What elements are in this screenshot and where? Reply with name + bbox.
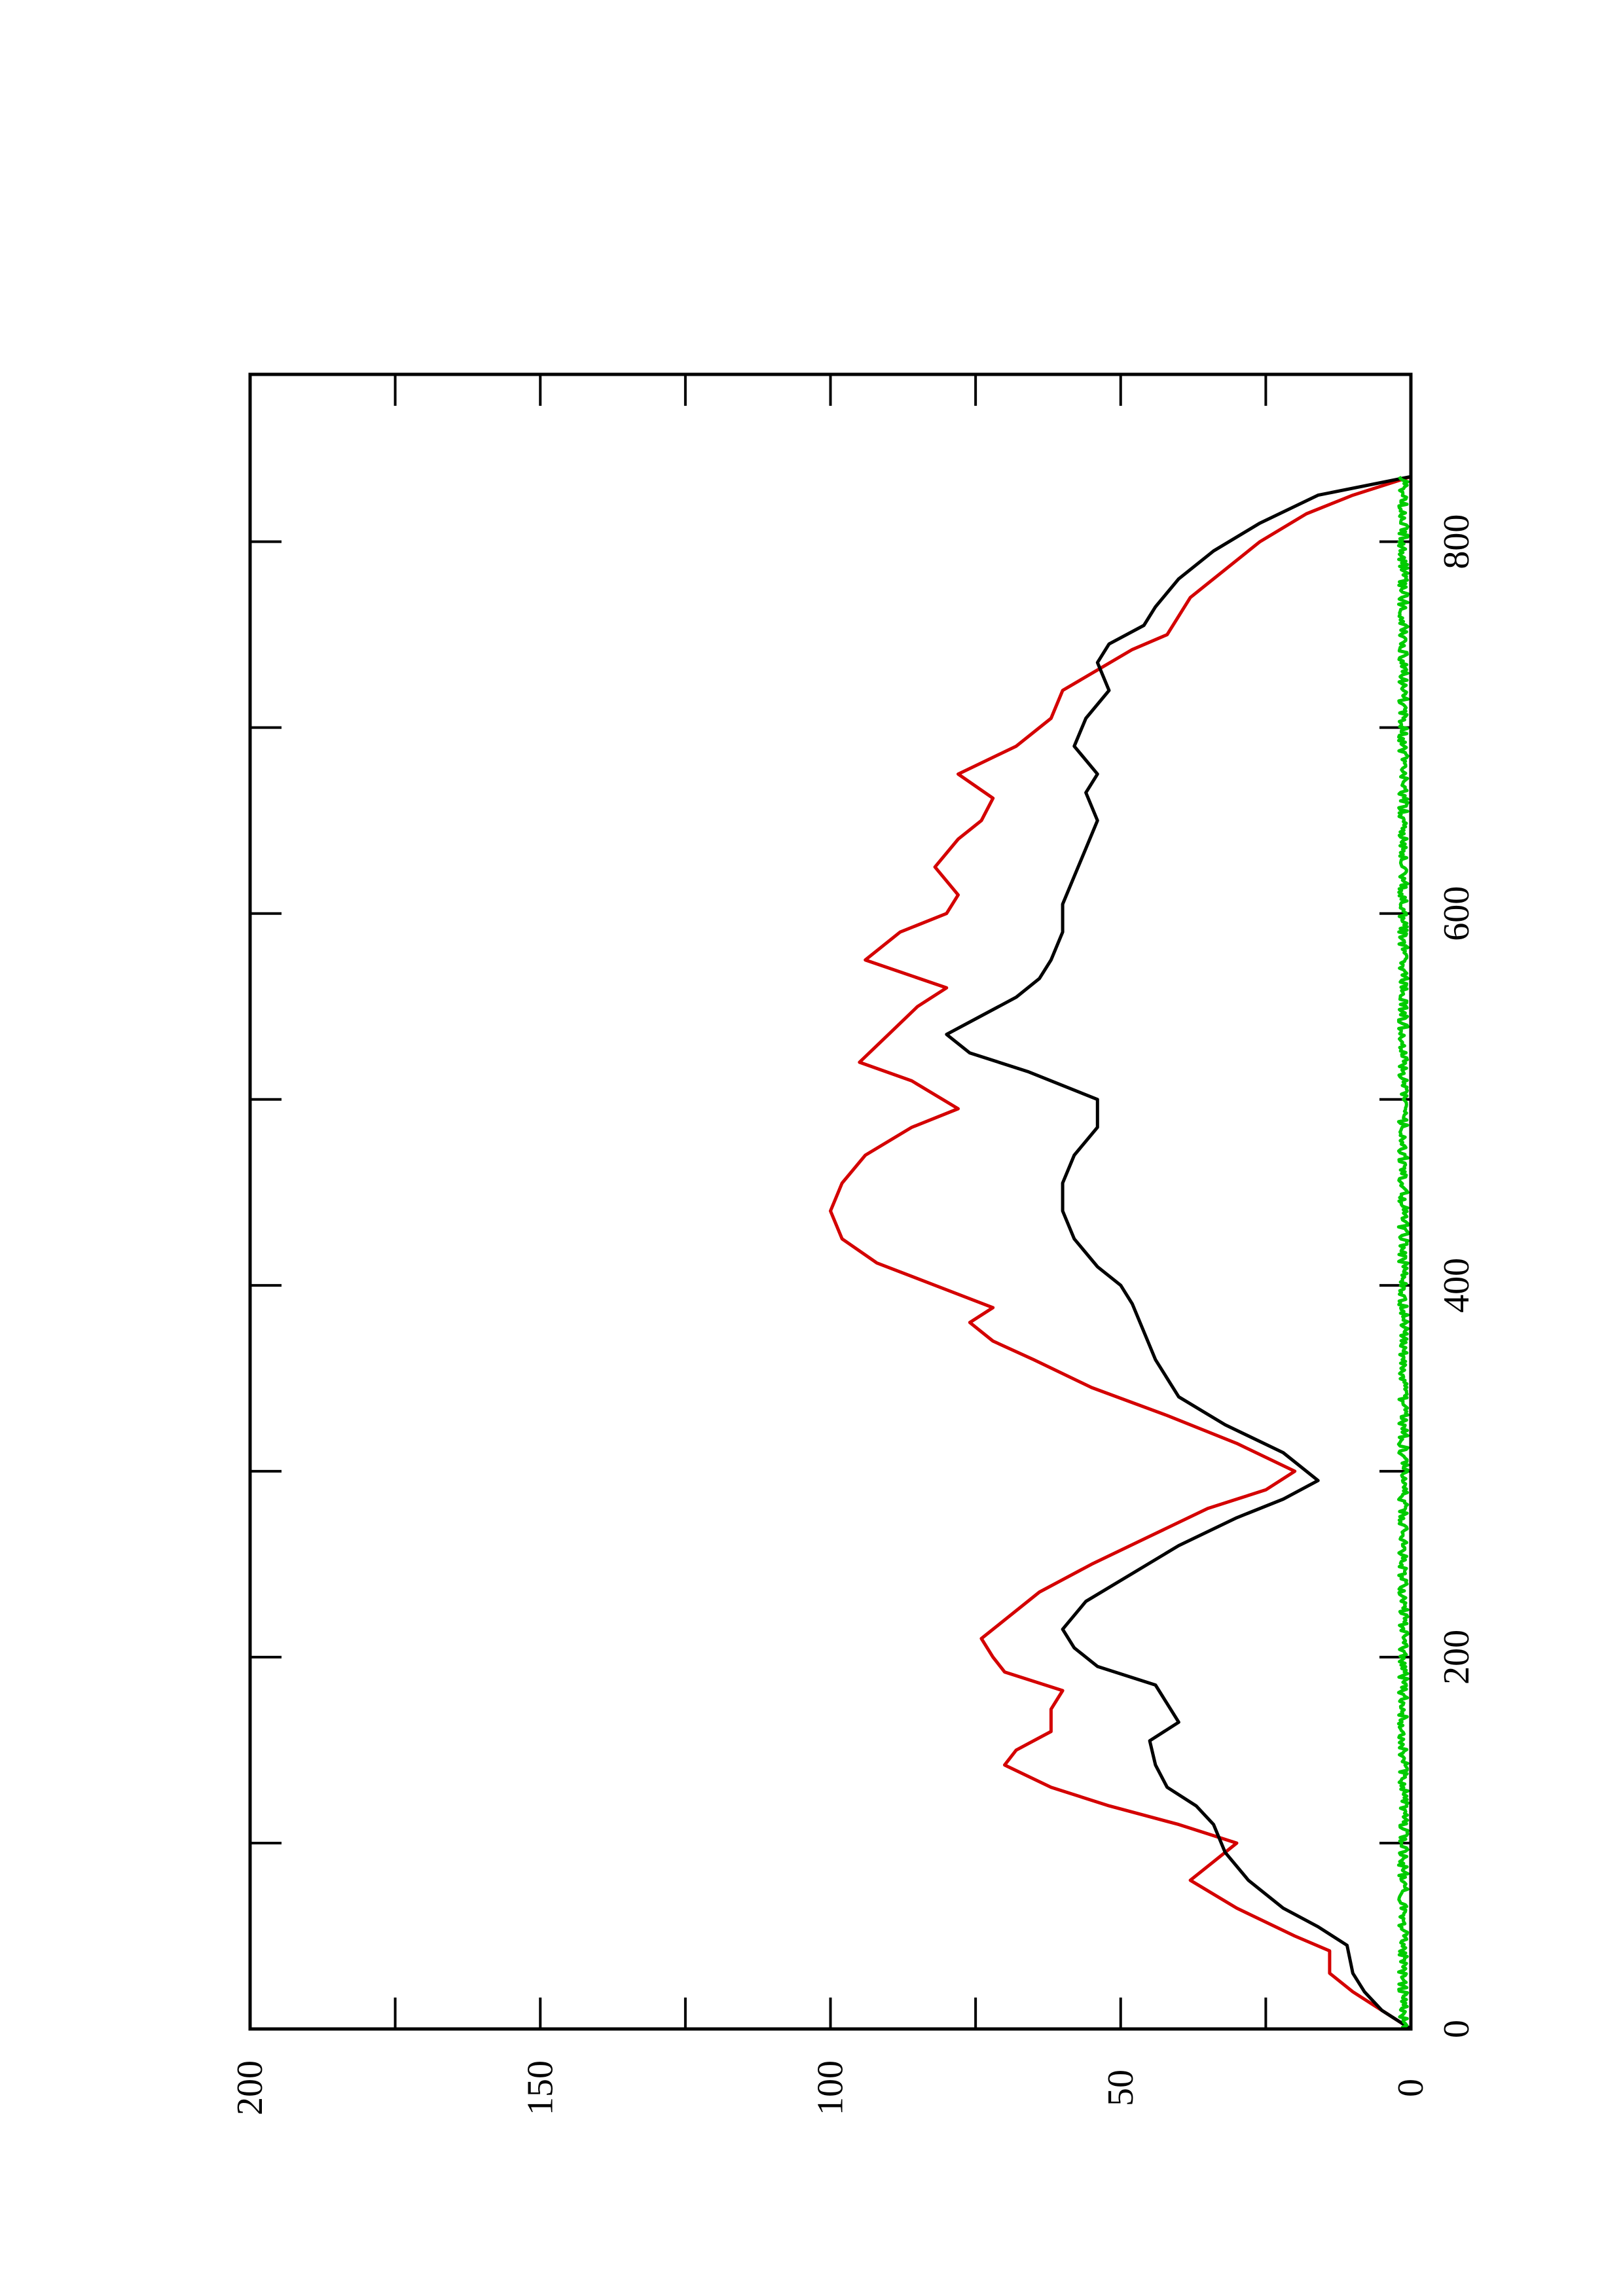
series-line-0 xyxy=(829,475,1412,2031)
series-lines xyxy=(829,475,1412,2031)
y-tick-label: 150 xyxy=(520,2060,560,2115)
y-tick-label: 50 xyxy=(1101,2070,1141,2106)
y-tick-label: 200 xyxy=(230,2060,270,2115)
x-tick-label: 400 xyxy=(1436,1258,1477,1313)
x-tick-label: 0 xyxy=(1436,2020,1477,2038)
x-tick-label: 200 xyxy=(1436,1630,1477,1685)
plot-frame xyxy=(248,372,1413,2031)
y-tick-label: 0 xyxy=(1391,2079,1431,2097)
series-line-2 xyxy=(1396,476,1410,2030)
y-tick-label: 100 xyxy=(811,2060,851,2115)
x-tick-label: 600 xyxy=(1436,886,1477,941)
tick-marks xyxy=(249,374,1412,2030)
x-tick-label: 800 xyxy=(1436,514,1477,569)
series-line-1 xyxy=(945,475,1412,2031)
tick-labels: 0 200 400 600 800 0 50 100 150 200 xyxy=(230,514,1477,2115)
